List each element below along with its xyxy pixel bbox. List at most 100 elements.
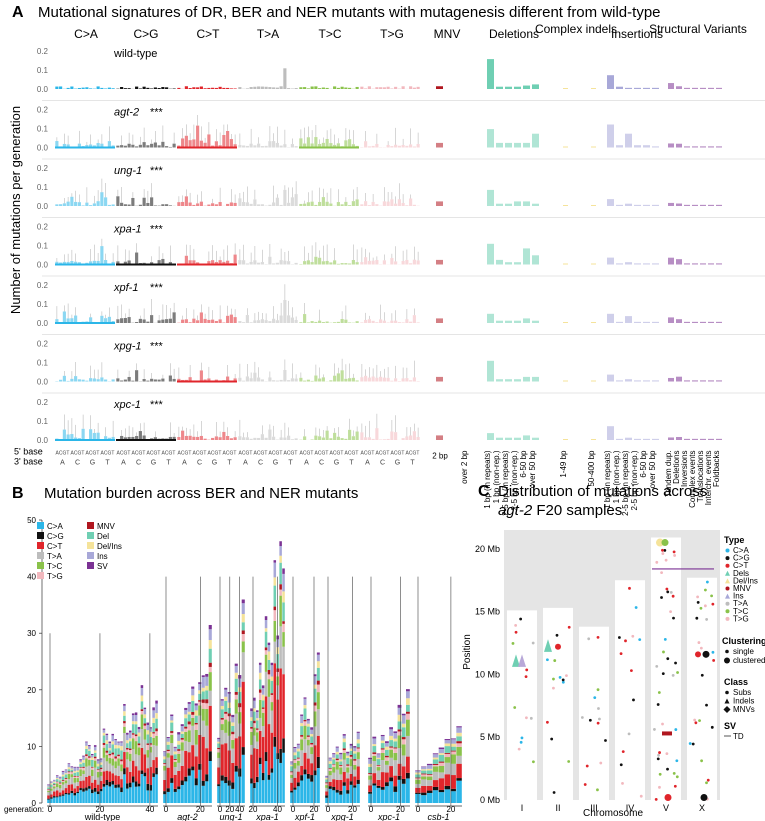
genotype-label: wild-type (113, 48, 157, 60)
stacked-bar-segment (250, 731, 253, 745)
indel-type-label: Inversions (680, 451, 689, 487)
stacked-bar-segment (335, 751, 339, 755)
stacked-bar-segment (368, 757, 372, 760)
mutation-point (597, 707, 600, 710)
panel-a-ylabel: Number of mutations per generation (8, 106, 23, 314)
stacked-bar-segment (346, 790, 350, 794)
stacked-bar-segment (256, 712, 259, 719)
sv-bar (692, 146, 698, 148)
substitution-bar (405, 378, 409, 382)
substitution-bar (100, 246, 104, 265)
stacked-bar-segment (184, 781, 188, 803)
sv-bar (716, 263, 722, 265)
stacked-bar-segment (134, 712, 138, 716)
substitution-bar (340, 370, 344, 382)
stacked-bar-segment (332, 764, 336, 765)
stacked-bar-segment (180, 733, 184, 739)
stacked-bar-segment (444, 752, 451, 754)
stacked-bar-segment (372, 753, 377, 756)
stacked-bar-segment (241, 681, 245, 748)
stacked-bar-segment (131, 713, 135, 716)
substitution-bar (218, 202, 222, 206)
substitution-bar (188, 322, 192, 323)
stacked-bar-segment (346, 753, 350, 756)
stacked-bar-segment (380, 772, 385, 787)
stacked-bar-segment (456, 726, 462, 728)
substitution-bar (268, 87, 272, 89)
substitution-bar (379, 319, 383, 323)
substitution-bar (184, 196, 188, 206)
sv-bar (684, 204, 690, 206)
mutation-point (660, 571, 663, 575)
stacked-bar-segment (450, 750, 456, 752)
stacked-bar-segment (316, 709, 320, 736)
stacked-bar-segment (79, 767, 82, 770)
stacked-bar-segment (123, 705, 126, 712)
stacked-bar-segment (170, 714, 174, 717)
sv-bar (708, 380, 714, 382)
substitution-bar (268, 429, 272, 440)
stacked-bar-segment (152, 760, 155, 774)
context-5prime-label: ACGT (239, 451, 253, 457)
stacked-bar-segment (137, 770, 141, 784)
stacked-bar-segment (61, 794, 65, 796)
y-tick-label: 20 (27, 686, 36, 695)
substitution-bar (153, 87, 157, 89)
substitution-bar (146, 87, 150, 89)
stacked-bar-segment (85, 790, 88, 803)
stacked-bar-segment (282, 602, 285, 622)
stacked-bar-segment (140, 701, 144, 710)
indel-type-label: over 50 bp (528, 450, 537, 488)
stacked-bar-segment (143, 729, 147, 740)
stacked-bar-segment (55, 779, 59, 782)
stacked-bar-segment (267, 642, 271, 646)
substitution-bar (123, 379, 127, 382)
stacked-bar-segment (102, 771, 106, 784)
stacked-bar-segment (258, 672, 262, 680)
stacked-bar-segment (450, 763, 456, 776)
stacked-bar-segment (450, 739, 456, 744)
stacked-bar-segment (253, 735, 256, 749)
substitution-bar (351, 436, 355, 440)
stacked-bar-segment (111, 744, 114, 753)
stacked-bar-segment (376, 770, 381, 780)
group-label: xpf-1 (294, 812, 315, 821)
mutation-point (525, 668, 529, 672)
stacked-bar-segment (279, 584, 282, 590)
stacked-bar-segment (126, 749, 129, 753)
legend-label: SV (97, 562, 108, 571)
legend-label: Indels (733, 697, 754, 706)
indel-type-label: 1 bp (in repeats) (603, 450, 612, 509)
mutation-point (513, 706, 517, 709)
stacked-bar-segment (310, 754, 314, 764)
stacked-bar-segment (146, 783, 150, 791)
stacked-bar-segment (227, 716, 231, 722)
stacked-bar-segment (270, 665, 274, 677)
legend-marker (725, 616, 730, 621)
stacked-bar-segment (140, 695, 144, 702)
stacked-bar-segment (224, 689, 228, 697)
context-3prime-label: T (410, 460, 415, 467)
substitution-bar (249, 322, 253, 323)
stacked-bar-segment (273, 746, 277, 803)
stacked-bar-segment (166, 741, 170, 745)
stacked-bar-segment (349, 743, 353, 746)
stacked-bar-segment (131, 738, 135, 750)
sv-bar (692, 87, 698, 89)
stacked-bar-segment (96, 759, 100, 761)
insertion-bar (625, 437, 632, 440)
substitution-bar (382, 260, 386, 265)
complex-indel-bar (563, 380, 568, 382)
stacked-bar-segment (82, 788, 85, 792)
mutation-point (672, 616, 675, 620)
mutation-point (662, 650, 665, 654)
substitution-bar (294, 88, 298, 89)
mutation-point (657, 691, 661, 694)
substitution-bar (382, 439, 386, 440)
stacked-bar-segment (191, 725, 195, 746)
substitution-bar (306, 88, 310, 89)
sv-bar (716, 87, 722, 89)
substitution-bar (184, 255, 188, 265)
stacked-bar-segment (368, 773, 372, 776)
context-3prime-label: C (75, 460, 80, 467)
